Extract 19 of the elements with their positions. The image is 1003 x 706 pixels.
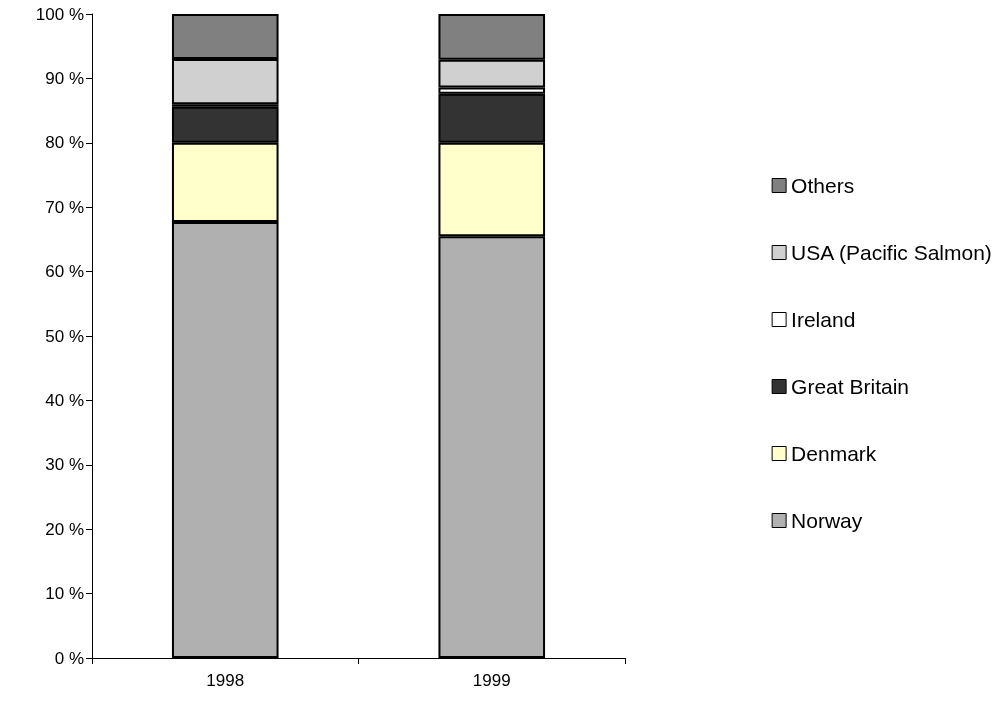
y-tick-label: 30 % <box>45 455 84 475</box>
y-tick-label: 80 % <box>45 133 84 153</box>
legend-label: Great Britain <box>791 375 909 398</box>
x-tick-label: 1999 <box>472 671 511 690</box>
x-tick-label: 1998 <box>206 671 245 690</box>
y-tick-label: 0 % <box>54 648 84 668</box>
y-tick-label: 70 % <box>45 197 84 217</box>
y-tick-label: 60 % <box>45 262 84 282</box>
legend-label: Norway <box>791 509 863 532</box>
legend-label: Denmark <box>791 442 877 465</box>
legend-label: Ireland <box>791 308 856 331</box>
legend-label: USA (Pacific Salmon) <box>791 241 992 264</box>
y-tick-label: 90 % <box>45 68 84 88</box>
y-tick-label: 20 % <box>45 519 84 539</box>
y-tick-label: 10 % <box>45 584 84 604</box>
y-tick-label: 100 % <box>35 4 84 24</box>
y-tick-label: 40 % <box>45 390 84 410</box>
y-tick-label: 50 % <box>45 326 84 346</box>
legend-label: Others <box>791 174 855 197</box>
